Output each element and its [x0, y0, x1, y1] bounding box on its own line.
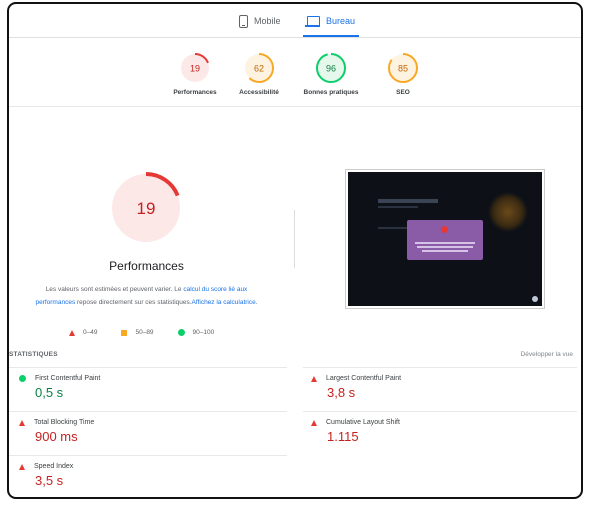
metric-tbt: Total Blocking Time 900 ms	[19, 419, 289, 444]
red-triangle-icon	[311, 375, 317, 382]
metric-lcp-name: Largest Contentful Paint	[326, 375, 402, 382]
metric-lcp: Largest Contentful Paint 3,8 s	[311, 375, 581, 400]
gauge-accessibility-ring: 62	[244, 53, 274, 83]
page-screenshot[interactable]	[345, 169, 545, 309]
tab-mobile-label: Mobile	[254, 16, 281, 26]
metric-si-value: 3,5 s	[35, 473, 64, 488]
metric-cls: Cumulative Layout Shift 1.115	[311, 419, 581, 444]
metric-cls-name: Cumulative Layout Shift	[326, 419, 400, 426]
gauge-best-practices-label: Bonnes pratiques	[303, 89, 359, 96]
red-triangle-icon	[19, 419, 25, 426]
legend-average: 50–89	[121, 329, 154, 336]
gauge-performance-score: 19	[190, 64, 200, 74]
stats-heading: STATISTIQUES	[9, 351, 58, 358]
main-gauge-score: 19	[137, 199, 156, 218]
gauge-performance-label: Performances	[173, 89, 217, 96]
red-triangle-icon	[19, 463, 25, 470]
main-gauge-ring: 19	[110, 172, 182, 244]
orange-square-icon	[121, 329, 128, 336]
gauge-seo[interactable]: 85 SEO	[363, 52, 443, 96]
metric-divider	[9, 411, 287, 412]
desc-text-3: .	[255, 299, 258, 306]
legend-pass-range: 90–100	[192, 329, 215, 336]
gauge-seo-ring: 85	[388, 53, 418, 83]
gauge-best-practices[interactable]: 96 Bonnes pratiques	[291, 52, 371, 96]
metric-cls-value: 1.115	[327, 429, 359, 444]
gauge-performance[interactable]: 19 Performances	[155, 52, 235, 96]
main-gauge: 19	[108, 170, 184, 251]
score-description: Les valeurs sont estimées et peuvent var…	[34, 283, 259, 309]
metric-si: Speed Index 3,5 s	[19, 463, 289, 488]
screenshot-modal	[407, 220, 483, 260]
metric-si-name: Speed Index	[34, 463, 74, 470]
metric-fcp: First Contentful Paint 0,5 s	[19, 375, 289, 400]
metric-fcp-name: First Contentful Paint	[35, 375, 101, 382]
score-legend: 0–49 50–89 90–100	[69, 329, 238, 336]
legend-pass: 90–100	[177, 329, 215, 336]
metric-divider	[303, 411, 577, 412]
tab-mobile[interactable]: Mobile	[239, 10, 281, 32]
tab-desktop-label: Bureau	[326, 16, 356, 26]
laptop-icon	[305, 15, 320, 27]
lighthouse-report: Mobile Bureau 19 Performances 62 Accessi…	[7, 2, 583, 499]
calculator-link[interactable]: Affichez la calculatrice	[191, 299, 256, 306]
gauge-best-practices-ring: 96	[316, 53, 346, 83]
green-circle-icon	[19, 375, 26, 382]
phone-icon	[239, 14, 248, 28]
gauge-performance-ring: 19	[180, 53, 210, 83]
metric-lcp-value: 3,8 s	[327, 385, 356, 400]
tab-desktop[interactable]: Bureau	[302, 10, 360, 37]
red-triangle-icon	[69, 329, 75, 336]
stats-divider	[9, 367, 287, 368]
desc-text-2: repose directement sur ces statistiques.	[75, 299, 192, 306]
metric-tbt-value: 900 ms	[35, 429, 78, 444]
tabs-divider	[9, 37, 581, 38]
green-circle-icon	[177, 329, 185, 336]
gauge-seo-score: 85	[398, 64, 408, 74]
stats-divider	[303, 367, 577, 368]
main-title: Performances	[109, 259, 184, 273]
red-triangle-icon	[311, 419, 317, 426]
gauge-best-practices-score: 96	[326, 64, 336, 74]
score-calc-link[interactable]: calcul du score lié aux performances	[35, 286, 248, 306]
page-screenshot-image	[348, 172, 542, 306]
legend-fail: 0–49	[69, 329, 97, 336]
legend-average-range: 50–89	[135, 329, 154, 336]
desc-text-1: Les valeurs sont estimées et peuvent var…	[45, 286, 184, 293]
summary-divider	[9, 106, 581, 107]
metric-fcp-value: 0,5 s	[35, 385, 64, 400]
device-tabs: Mobile Bureau	[9, 4, 581, 37]
score-summary: 19 Performances 62 Accessibilité 96 Bonn…	[9, 52, 581, 102]
gauge-accessibility-score: 62	[254, 64, 264, 74]
metric-divider	[9, 455, 287, 456]
metric-tbt-name: Total Blocking Time	[34, 419, 95, 426]
gauge-accessibility[interactable]: 62 Accessibilité	[219, 52, 299, 96]
gauge-seo-label: SEO	[396, 89, 410, 96]
legend-fail-range: 0–49	[83, 329, 98, 336]
gauge-accessibility-label: Accessibilité	[239, 89, 279, 96]
vertical-divider	[294, 210, 295, 268]
expand-view-button[interactable]: Développer la vue	[520, 351, 573, 358]
